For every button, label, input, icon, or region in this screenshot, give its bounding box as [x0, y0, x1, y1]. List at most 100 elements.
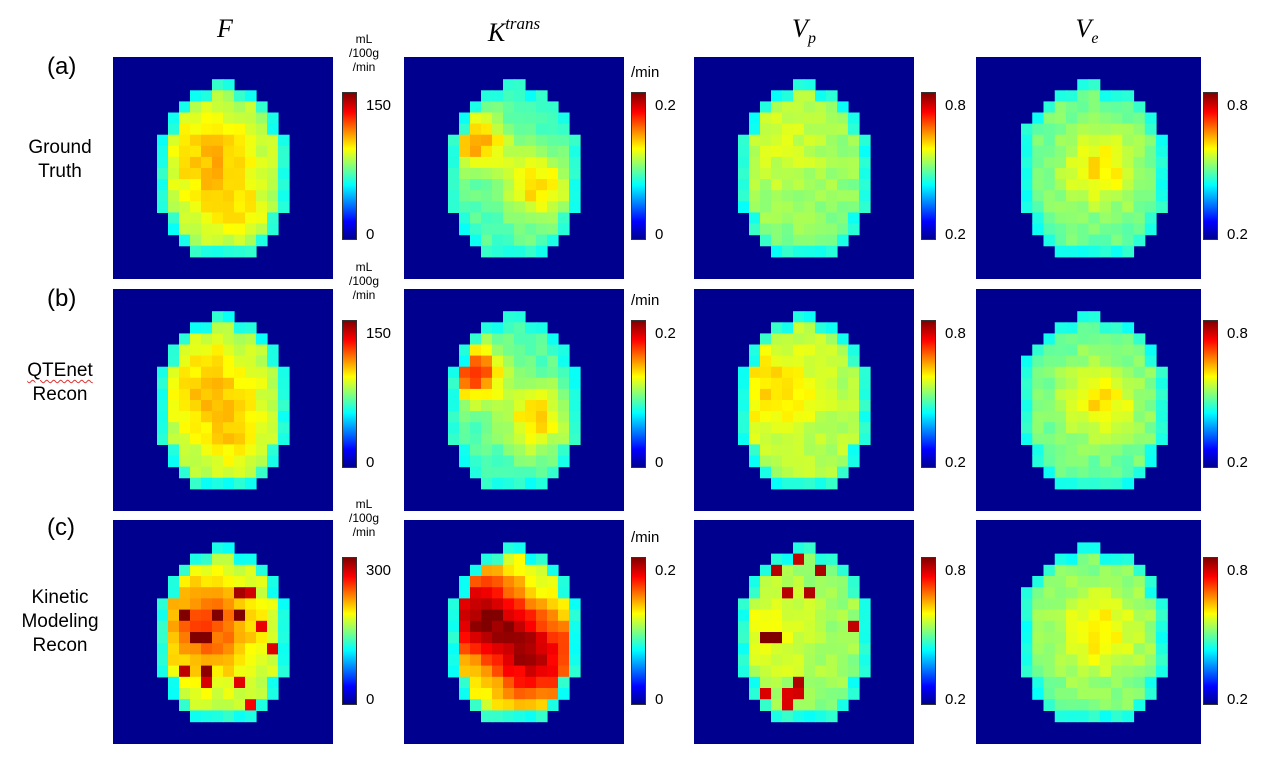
map-pixel [267, 388, 279, 401]
map-pixel [212, 598, 224, 611]
map-pixel [804, 201, 816, 213]
map-pixel [1122, 665, 1135, 678]
map-pixel [1054, 388, 1067, 401]
map-pixel [558, 643, 570, 655]
map-pixel [826, 344, 838, 357]
map-pixel [771, 179, 783, 191]
map-pixel [848, 112, 860, 125]
map-pixel [256, 699, 268, 711]
map-pixel [760, 333, 772, 346]
map-pixel [749, 665, 761, 678]
map-pixel [481, 212, 493, 225]
map-pixel [245, 598, 257, 611]
map-pixel [1144, 366, 1157, 379]
map-pixel [481, 598, 493, 611]
map-pixel [1043, 156, 1056, 169]
map-pixel [837, 609, 849, 622]
map-pixel [738, 377, 750, 390]
map-pixel [760, 654, 772, 667]
map-pixel [201, 377, 213, 390]
map-pixel [223, 598, 235, 611]
map-pixel [771, 156, 783, 169]
map-pixel [223, 553, 235, 566]
map-pixel [201, 156, 213, 169]
map-pixel [190, 553, 202, 566]
map-pixel [1122, 632, 1135, 644]
map-pixel [782, 344, 794, 357]
map-pixel [245, 101, 257, 114]
map-pixel [1088, 676, 1101, 689]
map-pixel [492, 699, 504, 711]
map-pixel [815, 145, 827, 158]
map-pixel [558, 422, 570, 434]
map-pixel [771, 190, 783, 202]
map-pixel [1099, 112, 1112, 125]
column-title-ve: Ve [1076, 14, 1099, 48]
map-pixel [223, 355, 235, 368]
map-pixel [459, 688, 471, 700]
map-pixel [1077, 377, 1090, 390]
map-pixel [1021, 145, 1033, 158]
map-pixel [738, 665, 750, 678]
map-pixel [1066, 156, 1078, 169]
map-pixel [1099, 643, 1112, 655]
map-pixel [503, 134, 515, 147]
map-pixel [547, 388, 559, 401]
map-pixel [760, 676, 772, 689]
map-pixel [1111, 676, 1123, 689]
map-pixel [212, 168, 224, 180]
colorbar [342, 92, 357, 240]
map-pixel [1156, 201, 1168, 213]
map-pixel [256, 145, 268, 158]
map-pixel [760, 234, 772, 247]
map-pixel [459, 366, 471, 379]
map-pixel [558, 654, 570, 667]
map-pixel [492, 609, 504, 622]
map-pixel [1144, 388, 1157, 401]
map-pixel [503, 632, 515, 644]
map-pixel [1088, 190, 1101, 202]
map-pixel [1054, 333, 1067, 346]
map-pixel [815, 587, 827, 599]
map-pixel [492, 245, 504, 258]
map-pixel [749, 212, 761, 225]
map-pixel [514, 609, 526, 622]
map-pixel [1054, 168, 1067, 180]
map-pixel [1054, 587, 1067, 599]
row-label-line: Ground [28, 137, 92, 158]
map-pixel [859, 400, 871, 412]
map-pixel [481, 710, 493, 723]
map-pixel [1054, 344, 1067, 357]
map-pixel [525, 477, 537, 490]
map-pixel [190, 576, 202, 588]
map-pixel [157, 400, 169, 412]
map-pixel [1021, 201, 1033, 213]
map-pixel [201, 444, 213, 457]
map-pixel [514, 564, 526, 577]
map-pixel [212, 90, 224, 102]
map-pixel [760, 388, 772, 401]
map-pixel [168, 620, 180, 633]
map-pixel [179, 411, 191, 423]
map-pixel [837, 112, 849, 125]
map-pixel [1111, 355, 1123, 368]
map-pixel [1099, 134, 1112, 147]
map-pixel [514, 201, 526, 213]
map-pixel [1032, 422, 1045, 434]
map-pixel [1077, 710, 1090, 723]
map-pixel [470, 355, 482, 368]
map-pixel [212, 190, 224, 202]
map-pixel [256, 564, 268, 577]
map-pixel [525, 90, 537, 102]
map-pixel [234, 366, 246, 379]
map-pixel [547, 168, 559, 180]
map-pixel [514, 620, 526, 633]
map-pixel [1156, 377, 1168, 390]
map-pixel [514, 466, 526, 479]
map-pixel [1032, 201, 1045, 213]
map-pixel [201, 422, 213, 434]
map-pixel [190, 477, 202, 490]
map-pixel [815, 422, 827, 434]
map-pixel [826, 654, 838, 667]
map-pixel [738, 201, 750, 213]
